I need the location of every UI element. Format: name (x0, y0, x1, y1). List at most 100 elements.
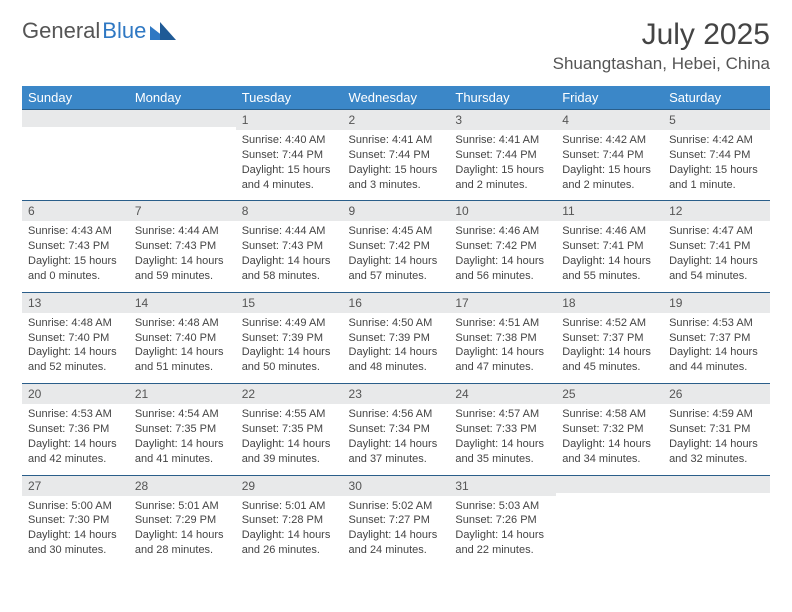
sunset-text: Sunset: 7:30 PM (28, 513, 123, 528)
sunrise-text: Sunrise: 4:46 AM (562, 224, 657, 239)
day-body: Sunrise: 4:44 AMSunset: 7:43 PMDaylight:… (129, 221, 236, 291)
sunrise-text: Sunrise: 4:44 AM (242, 224, 337, 239)
day-number: 20 (22, 383, 129, 404)
day-number: 13 (22, 292, 129, 313)
logo: GeneralBlue (22, 18, 176, 44)
calendar-cell: 17Sunrise: 4:51 AMSunset: 7:38 PMDayligh… (449, 292, 556, 383)
sunset-text: Sunset: 7:40 PM (28, 331, 123, 346)
day-body: Sunrise: 4:56 AMSunset: 7:34 PMDaylight:… (343, 404, 450, 474)
calendar-cell: 29Sunrise: 5:01 AMSunset: 7:28 PMDayligh… (236, 475, 343, 566)
calendar-cell: 30Sunrise: 5:02 AMSunset: 7:27 PMDayligh… (343, 475, 450, 566)
calendar-cell: 1Sunrise: 4:40 AMSunset: 7:44 PMDaylight… (236, 109, 343, 200)
day-body (663, 493, 770, 555)
calendar-cell (22, 109, 129, 200)
day-number: 14 (129, 292, 236, 313)
day-body: Sunrise: 4:52 AMSunset: 7:37 PMDaylight:… (556, 313, 663, 383)
location: Shuangtashan, Hebei, China (553, 54, 770, 74)
sunset-text: Sunset: 7:36 PM (28, 422, 123, 437)
calendar-row: 6Sunrise: 4:43 AMSunset: 7:43 PMDaylight… (22, 200, 770, 291)
day-body: Sunrise: 5:03 AMSunset: 7:26 PMDaylight:… (449, 496, 556, 566)
sunset-text: Sunset: 7:44 PM (349, 148, 444, 163)
daylight-text: Daylight: 14 hours and 41 minutes. (135, 437, 230, 467)
sunset-text: Sunset: 7:37 PM (562, 331, 657, 346)
calendar-cell: 14Sunrise: 4:48 AMSunset: 7:40 PMDayligh… (129, 292, 236, 383)
calendar-cell: 21Sunrise: 4:54 AMSunset: 7:35 PMDayligh… (129, 383, 236, 474)
calendar-cell (663, 475, 770, 566)
sunrise-text: Sunrise: 5:01 AM (242, 499, 337, 514)
sunrise-text: Sunrise: 4:55 AM (242, 407, 337, 422)
day-number: 11 (556, 200, 663, 221)
day-body: Sunrise: 4:50 AMSunset: 7:39 PMDaylight:… (343, 313, 450, 383)
day-body: Sunrise: 5:02 AMSunset: 7:27 PMDaylight:… (343, 496, 450, 566)
sunset-text: Sunset: 7:26 PM (455, 513, 550, 528)
daylight-text: Daylight: 14 hours and 28 minutes. (135, 528, 230, 558)
calendar-row: 20Sunrise: 4:53 AMSunset: 7:36 PMDayligh… (22, 383, 770, 474)
daylight-text: Daylight: 14 hours and 42 minutes. (28, 437, 123, 467)
calendar-cell: 19Sunrise: 4:53 AMSunset: 7:37 PMDayligh… (663, 292, 770, 383)
calendar-cell: 25Sunrise: 4:58 AMSunset: 7:32 PMDayligh… (556, 383, 663, 474)
calendar-cell: 4Sunrise: 4:42 AMSunset: 7:44 PMDaylight… (556, 109, 663, 200)
daylight-text: Daylight: 14 hours and 55 minutes. (562, 254, 657, 284)
month-title: July 2025 (553, 18, 770, 52)
sunset-text: Sunset: 7:29 PM (135, 513, 230, 528)
day-body: Sunrise: 4:41 AMSunset: 7:44 PMDaylight:… (449, 130, 556, 200)
day-number: 30 (343, 475, 450, 496)
day-body: Sunrise: 4:54 AMSunset: 7:35 PMDaylight:… (129, 404, 236, 474)
day-number: 3 (449, 109, 556, 130)
calendar-body: 1Sunrise: 4:40 AMSunset: 7:44 PMDaylight… (22, 109, 770, 566)
calendar-row: 13Sunrise: 4:48 AMSunset: 7:40 PMDayligh… (22, 292, 770, 383)
calendar-cell: 18Sunrise: 4:52 AMSunset: 7:37 PMDayligh… (556, 292, 663, 383)
weekday-header: Sunday (22, 86, 129, 109)
sunrise-text: Sunrise: 4:40 AM (242, 133, 337, 148)
day-number: 22 (236, 383, 343, 404)
sunrise-text: Sunrise: 4:47 AM (669, 224, 764, 239)
sunrise-text: Sunrise: 4:57 AM (455, 407, 550, 422)
logo-text-2: Blue (102, 18, 146, 44)
sunrise-text: Sunrise: 4:48 AM (135, 316, 230, 331)
day-body: Sunrise: 5:01 AMSunset: 7:28 PMDaylight:… (236, 496, 343, 566)
daylight-text: Daylight: 15 hours and 4 minutes. (242, 163, 337, 193)
day-body: Sunrise: 4:44 AMSunset: 7:43 PMDaylight:… (236, 221, 343, 291)
daylight-text: Daylight: 14 hours and 37 minutes. (349, 437, 444, 467)
day-number: 8 (236, 200, 343, 221)
daylight-text: Daylight: 14 hours and 56 minutes. (455, 254, 550, 284)
daylight-text: Daylight: 14 hours and 47 minutes. (455, 345, 550, 375)
sunset-text: Sunset: 7:33 PM (455, 422, 550, 437)
day-number: 9 (343, 200, 450, 221)
day-number: 24 (449, 383, 556, 404)
day-number: 7 (129, 200, 236, 221)
sunset-text: Sunset: 7:39 PM (349, 331, 444, 346)
title-block: July 2025 Shuangtashan, Hebei, China (553, 18, 770, 74)
sunrise-text: Sunrise: 4:48 AM (28, 316, 123, 331)
sunrise-text: Sunrise: 4:46 AM (455, 224, 550, 239)
sunrise-text: Sunrise: 4:53 AM (669, 316, 764, 331)
day-number: 10 (449, 200, 556, 221)
daylight-text: Daylight: 14 hours and 50 minutes. (242, 345, 337, 375)
day-number: 23 (343, 383, 450, 404)
day-body: Sunrise: 4:41 AMSunset: 7:44 PMDaylight:… (343, 130, 450, 200)
day-body: Sunrise: 4:59 AMSunset: 7:31 PMDaylight:… (663, 404, 770, 474)
sunset-text: Sunset: 7:32 PM (562, 422, 657, 437)
sunrise-text: Sunrise: 4:51 AM (455, 316, 550, 331)
logo-triangle-icon (150, 22, 176, 40)
sunset-text: Sunset: 7:38 PM (455, 331, 550, 346)
daylight-text: Daylight: 14 hours and 26 minutes. (242, 528, 337, 558)
sunset-text: Sunset: 7:41 PM (562, 239, 657, 254)
day-number (556, 475, 663, 493)
sunrise-text: Sunrise: 4:56 AM (349, 407, 444, 422)
calendar-cell: 10Sunrise: 4:46 AMSunset: 7:42 PMDayligh… (449, 200, 556, 291)
daylight-text: Daylight: 14 hours and 48 minutes. (349, 345, 444, 375)
daylight-text: Daylight: 14 hours and 39 minutes. (242, 437, 337, 467)
day-body: Sunrise: 4:42 AMSunset: 7:44 PMDaylight:… (663, 130, 770, 200)
day-body: Sunrise: 4:58 AMSunset: 7:32 PMDaylight:… (556, 404, 663, 474)
sunrise-text: Sunrise: 4:53 AM (28, 407, 123, 422)
daylight-text: Daylight: 14 hours and 34 minutes. (562, 437, 657, 467)
calendar-cell: 16Sunrise: 4:50 AMSunset: 7:39 PMDayligh… (343, 292, 450, 383)
weekday-header: Friday (556, 86, 663, 109)
weekday-header: Tuesday (236, 86, 343, 109)
calendar-cell: 20 Sunrise: 4:53 AMSunset: 7:36 PMDayligh… (22, 383, 129, 474)
day-body: Sunrise: 4:40 AMSunset: 7:44 PMDaylight:… (236, 130, 343, 200)
daylight-text: Daylight: 14 hours and 45 minutes. (562, 345, 657, 375)
day-number: 27 (22, 475, 129, 496)
day-number: 1 (236, 109, 343, 130)
